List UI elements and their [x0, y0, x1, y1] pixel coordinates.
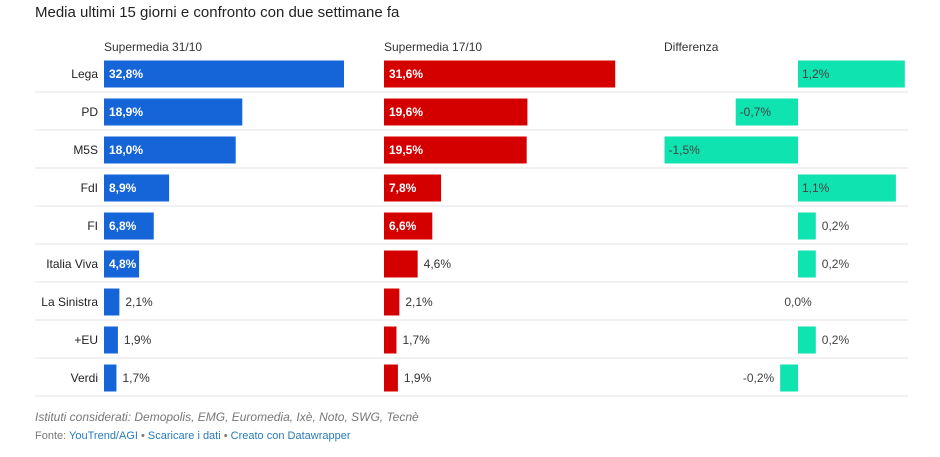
bar-previous — [384, 60, 616, 88]
bar-difference — [664, 136, 798, 164]
chart-title: Media ultimi 15 giorni e confronto con d… — [35, 4, 400, 21]
bar-difference — [798, 326, 816, 354]
value-label-difference: 0,2% — [822, 333, 850, 347]
value-label-current: 1,7% — [122, 371, 150, 385]
value-label-difference: -0,7% — [740, 105, 772, 119]
category-label: FdI — [81, 181, 98, 195]
download-data-link[interactable]: Scaricare i dati — [147, 430, 221, 442]
value-label-current: 4,8% — [109, 257, 137, 271]
value-label-previous: 19,5% — [389, 143, 423, 157]
value-label-difference: 1,1% — [802, 181, 830, 195]
footer-separator: • — [220, 430, 231, 442]
value-label-current: 18,0% — [109, 143, 143, 157]
bar-previous — [384, 250, 418, 278]
bar-difference — [798, 212, 816, 240]
value-label-difference: -0,2% — [743, 371, 775, 385]
bar-previous — [384, 98, 528, 126]
value-label-current: 2,1% — [125, 295, 153, 309]
value-label-difference: 1,2% — [802, 67, 830, 81]
bar-current — [104, 60, 344, 88]
value-label-previous: 19,6% — [389, 105, 423, 119]
value-label-difference: -1,5% — [669, 143, 701, 157]
category-label: Lega — [71, 67, 98, 81]
value-label-previous: 1,9% — [404, 371, 432, 385]
column-header-current: Supermedia 31/10 — [104, 40, 203, 54]
value-label-current: 6,8% — [109, 219, 137, 233]
category-label: La Sinistra — [41, 295, 98, 309]
category-label: FI — [87, 219, 98, 233]
datawrapper-credit-link[interactable]: Creato con Datawrapper — [230, 430, 351, 442]
value-label-current: 1,9% — [124, 333, 152, 347]
value-label-previous: 4,6% — [424, 257, 452, 271]
bar-previous — [384, 326, 397, 354]
bar-current — [104, 364, 117, 392]
category-label: Verdi — [71, 371, 98, 385]
value-label-current: 8,9% — [109, 181, 137, 195]
category-label: PD — [81, 105, 98, 119]
chart-notes: Istituti considerati: Demopolis, EMG, Eu… — [35, 410, 419, 424]
bar-previous — [384, 364, 398, 392]
source-prefix: Fonte: — [35, 430, 70, 442]
bar-current — [104, 98, 243, 126]
bar-current — [104, 288, 120, 316]
column-header-difference: Differenza — [664, 40, 719, 54]
bar-difference — [798, 174, 896, 202]
bar-current — [104, 136, 236, 164]
bar-difference — [798, 60, 905, 88]
bar-previous — [384, 288, 400, 316]
value-label-difference: 0,2% — [822, 257, 850, 271]
value-label-previous: 6,6% — [389, 219, 417, 233]
value-label-difference: 0,2% — [822, 219, 850, 233]
bar-previous — [384, 212, 433, 240]
footer-separator: • — [137, 430, 148, 442]
category-label: +EU — [74, 333, 98, 347]
category-label: M5S — [73, 143, 98, 157]
bar-difference — [780, 364, 798, 392]
value-label-previous: 1,7% — [402, 333, 430, 347]
category-label: Italia Viva — [46, 257, 98, 271]
bar-difference — [798, 250, 816, 278]
bar-difference — [735, 98, 798, 126]
value-label-difference: 0,0% — [784, 295, 812, 309]
chart-footer: Fonte: YouTrend/AGI • Scaricare i dati •… — [35, 430, 351, 442]
bar-current — [104, 212, 154, 240]
bar-previous — [384, 174, 442, 202]
value-label-previous: 7,8% — [389, 181, 417, 195]
value-label-current: 18,9% — [109, 105, 143, 119]
source-link[interactable]: YouTrend/AGI — [69, 430, 138, 442]
column-header-previous: Supermedia 17/10 — [384, 40, 483, 54]
bar-previous — [384, 136, 527, 164]
bar-current — [104, 250, 140, 278]
bar-current — [104, 174, 170, 202]
bar-current — [104, 326, 118, 354]
value-label-previous: 2,1% — [405, 295, 433, 309]
value-label-previous: 31,6% — [389, 67, 423, 81]
value-label-current: 32,8% — [109, 67, 143, 81]
bar-chart: Lega 32,8% 31,6% 1,2% PD 18,9% 19,6% -0,7% M5S 18… — [35, 60, 908, 397]
